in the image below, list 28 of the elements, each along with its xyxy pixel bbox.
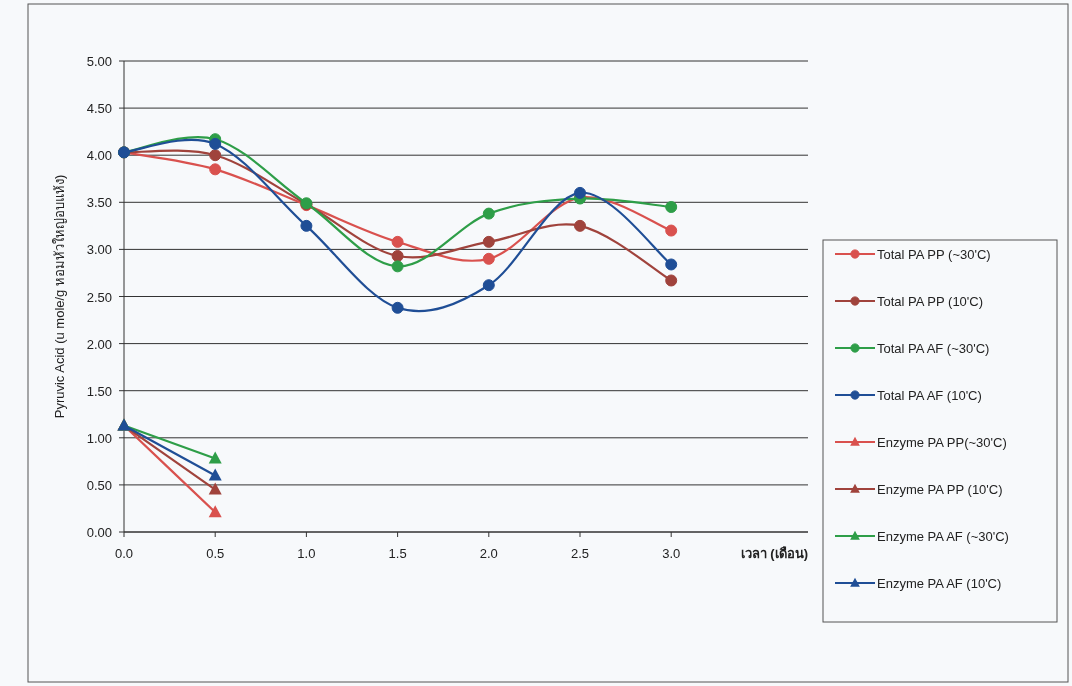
legend-label: Enzyme PA PP (10'C) [877, 482, 1003, 497]
x-tick-label: 3.0 [662, 546, 681, 561]
legend-label: Total PA PP (~30'C) [877, 247, 991, 262]
x-tick-label: 1.5 [388, 546, 407, 561]
legend-label: Total PA AF (~30'C) [877, 341, 990, 356]
y-tick-label: 1.50 [86, 383, 112, 399]
y-tick-label: 3.00 [86, 242, 112, 258]
x-tick-label: 1.0 [297, 546, 316, 561]
legend-label: Total PA AF (10'C) [877, 388, 982, 403]
x-tick-label: 2.5 [570, 546, 590, 561]
y-tick-label: 2.50 [86, 289, 112, 305]
y-tick-label: 4.00 [86, 148, 112, 164]
legend-label: Enzyme PA PP(~30'C) [877, 435, 1007, 450]
y-tick-label: 4.50 [86, 101, 112, 117]
legend-label: Enzyme PA AF (~30'C) [877, 529, 1009, 544]
y-axis-title: Pyruvic Acid (u mole/g หอมหัวใหญ่อบแห้ง) [52, 174, 67, 419]
x-tick-label: 0.5 [206, 546, 225, 561]
y-tick-label: 0.50 [86, 477, 112, 493]
legend-label: Total PA PP (10'C) [877, 294, 984, 309]
y-tick-label: 0.00 [86, 525, 112, 540]
y-tick-label: 2.00 [86, 336, 112, 352]
x-axis-title: เวลา (เดือน) [740, 546, 808, 561]
x-tick-label: 2.0 [479, 546, 498, 561]
legend-label: Enzyme PA AF (10'C) [877, 576, 1002, 591]
y-tick-label: 5.00 [86, 54, 112, 69]
y-tick-label: 3.50 [86, 195, 112, 211]
x-tick-label: 0.0 [114, 546, 134, 561]
y-tick-label: 1.00 [86, 430, 112, 446]
